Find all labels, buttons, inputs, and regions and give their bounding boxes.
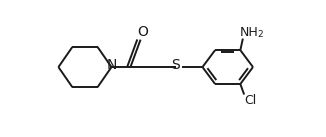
Text: O: O [138, 25, 149, 39]
Text: NH: NH [240, 26, 259, 39]
Text: 2: 2 [257, 30, 263, 39]
Text: Cl: Cl [244, 94, 257, 107]
Text: S: S [171, 58, 180, 72]
Text: N: N [106, 58, 117, 72]
